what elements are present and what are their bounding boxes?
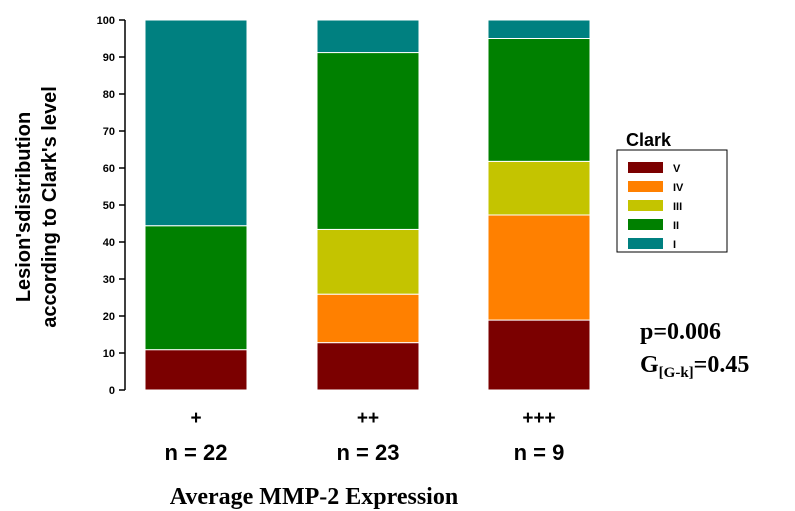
legend-swatch-II <box>628 219 663 230</box>
y-tick-label-80: 80 <box>103 89 115 101</box>
y-tick-label-50: 50 <box>103 200 115 212</box>
legend-label-IV: IV <box>673 182 684 194</box>
sample-size-label-2: n = 23 <box>337 440 400 465</box>
y-tick-label-70: 70 <box>103 126 115 138</box>
y-axis-label-line-2: according to Clark's level <box>39 86 61 328</box>
y-axis-label-line-1: Lesion'sdistribution <box>13 112 35 302</box>
bar-3-clark-I <box>487 19 591 39</box>
y-tick-label-0: 0 <box>109 385 115 397</box>
bar-1-clark-V <box>144 349 248 391</box>
y-tick-label-10: 10 <box>103 348 115 360</box>
g-statistic-subscript: [G-k] <box>659 365 694 381</box>
legend-label-I: I <box>673 239 676 251</box>
bar-2-clark-V <box>316 342 420 391</box>
bar-3-clark-II <box>487 38 591 162</box>
bar-2-clark-III <box>316 228 420 295</box>
y-tick-label-90: 90 <box>103 52 115 64</box>
bar-2-clark-I <box>316 19 420 54</box>
x-axis-labels: + n = 22 ++ n = 23 +++ n = 9 <box>165 408 565 465</box>
bar-3-clark-III <box>487 160 591 216</box>
y-tick-label-60: 60 <box>103 163 115 175</box>
y-tick-label-20: 20 <box>103 311 115 323</box>
bars <box>144 19 591 391</box>
sample-size-label-3: n = 9 <box>514 440 565 465</box>
legend-swatch-V <box>628 162 663 173</box>
bar-2-clark-IV <box>316 293 420 344</box>
g-statistic-annotation: G[G-k]=0.45 <box>640 352 749 381</box>
p-value-annotation: p=0.006 <box>640 319 721 345</box>
g-statistic-symbol: G <box>640 352 659 378</box>
y-tick-label-30: 30 <box>103 274 115 286</box>
x-axis-label: Average MMP-2 Expression <box>170 484 458 510</box>
y-tick-label-100: 100 <box>97 15 115 27</box>
legend-swatch-IV <box>628 181 663 192</box>
bar-1-clark-II <box>144 225 248 351</box>
sample-size-label-1: n = 22 <box>165 440 228 465</box>
bar-2-clark-II <box>316 52 420 230</box>
y-tick-label-40: 40 <box>103 237 115 249</box>
g-statistic-value: =0.45 <box>694 352 750 378</box>
legend-box <box>616 149 728 253</box>
legend-title: Clark <box>626 130 672 150</box>
bar-1-clark-I <box>144 19 248 227</box>
y-axis: 0 10 20 30 40 50 60 70 80 90 100 <box>97 15 126 397</box>
category-label-1: + <box>190 408 201 429</box>
legend-label-V: V <box>673 163 681 175</box>
legend-swatch-III <box>628 200 663 211</box>
legend-swatch-I <box>628 238 663 249</box>
category-label-3: +++ <box>522 408 555 429</box>
bar-3-clark-V <box>487 319 591 391</box>
legend-label-III: III <box>673 201 682 213</box>
legend-label-II: II <box>673 220 679 232</box>
bar-3-clark-IV <box>487 214 591 321</box>
category-label-2: ++ <box>357 408 379 429</box>
